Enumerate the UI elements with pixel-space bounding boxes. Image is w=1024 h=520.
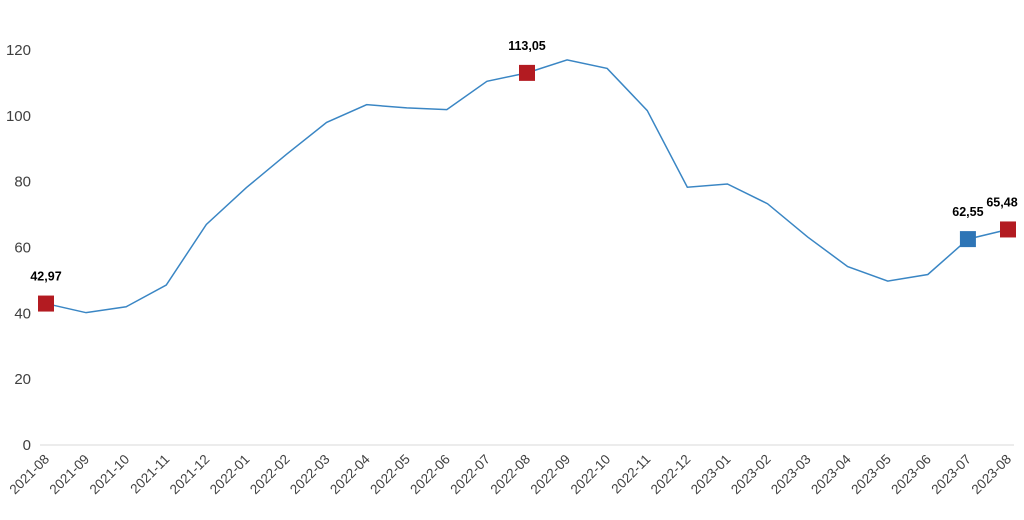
x-tick-label: 2021-08 <box>6 452 52 498</box>
x-axis-ticks: 2021-082021-092021-102021-112021-122022-… <box>6 451 1014 497</box>
x-tick-label: 2022-02 <box>247 452 293 498</box>
x-tick-label: 2021-12 <box>167 452 213 498</box>
data-label: 65,48 <box>986 195 1017 209</box>
y-axis-ticks: 0 20 40 60 80 100 120 <box>6 42 31 454</box>
x-tick-label: 2022-04 <box>327 451 373 497</box>
data-marker <box>519 64 535 81</box>
data-label: 113,05 <box>508 39 546 53</box>
y-tick-label: 40 <box>14 305 31 322</box>
x-tick-label: 2021-10 <box>87 452 133 498</box>
x-tick-label: 2022-10 <box>568 452 614 498</box>
x-tick-label: 2023-02 <box>728 452 774 498</box>
y-tick-label: 120 <box>6 42 31 59</box>
data-markers <box>38 64 1016 312</box>
data-marker <box>959 231 976 248</box>
x-tick-label: 2022-11 <box>608 452 653 497</box>
data-marker <box>38 295 54 312</box>
x-tick-label: 2022-06 <box>407 452 453 498</box>
data-label: 62,55 <box>952 205 983 219</box>
x-tick-label: 2022-07 <box>447 452 493 498</box>
x-tick-label: 2023-06 <box>888 452 934 498</box>
x-tick-label: 2023-01 <box>688 452 734 498</box>
x-tick-label: 2023-05 <box>848 452 894 498</box>
x-tick-label: 2023-08 <box>968 452 1014 498</box>
data-label: 42,97 <box>30 270 61 284</box>
y-tick-label: 100 <box>6 108 31 125</box>
x-tick-label: 2023-04 <box>808 451 854 497</box>
x-tick-label: 2022-01 <box>207 452 253 498</box>
x-tick-label: 2021-09 <box>47 452 93 498</box>
y-tick-label: 60 <box>14 240 31 257</box>
data-marker <box>1000 221 1016 238</box>
y-tick-label: 0 <box>23 437 31 454</box>
x-tick-label: 2021-11 <box>127 452 172 497</box>
x-tick-label: 2022-12 <box>648 452 694 498</box>
x-tick-label: 2022-03 <box>287 452 333 498</box>
x-tick-label: 2022-05 <box>367 452 413 498</box>
series-line <box>45 59 1009 314</box>
x-tick-label: 2022-08 <box>487 452 533 498</box>
y-tick-label: 20 <box>14 371 31 388</box>
x-tick-label: 2022-09 <box>528 452 574 498</box>
y-tick-label: 80 <box>14 174 31 191</box>
x-tick-label: 2023-03 <box>768 452 814 498</box>
x-tick-label: 2023-07 <box>928 452 974 498</box>
